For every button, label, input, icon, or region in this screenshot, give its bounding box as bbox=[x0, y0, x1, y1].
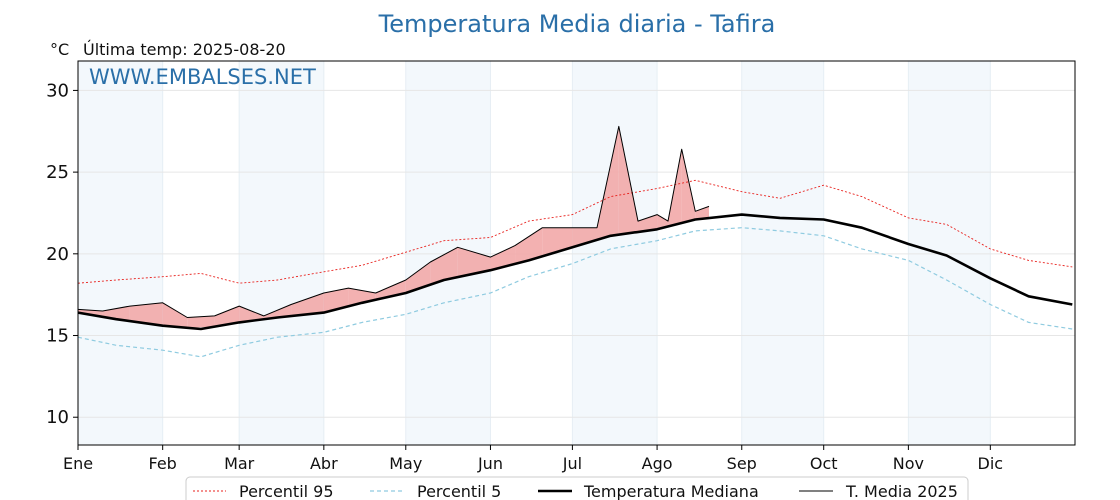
month-band-2 bbox=[239, 61, 324, 445]
month-band-6 bbox=[572, 61, 658, 445]
x-tick-label-10: Nov bbox=[893, 454, 924, 473]
chart-title: Temperatura Media diaria - Tafira bbox=[378, 10, 776, 38]
x-tick-label-11: Dic bbox=[978, 454, 1004, 473]
fill-segment-7 bbox=[239, 306, 264, 323]
fill-segment-10 bbox=[323, 288, 349, 313]
series-line-p5 bbox=[77, 227, 1073, 358]
fill-segment-22 bbox=[637, 214, 658, 232]
fill-segment-16 bbox=[490, 245, 516, 271]
x-tick-label-0: Ene bbox=[63, 454, 93, 473]
month-band-8 bbox=[741, 61, 824, 445]
fill-segment-5 bbox=[187, 315, 215, 328]
legend-label-p5: Percentil 5 bbox=[417, 482, 501, 500]
legend: Percentil 95 Percentil 5 Temperatura Med… bbox=[185, 476, 969, 500]
y-tick-label-0: 10 bbox=[46, 407, 69, 428]
last-temp-label: Última temp: 2025-08-20 bbox=[83, 40, 286, 59]
x-tick-label-1: Feb bbox=[149, 454, 177, 473]
series-line-current bbox=[77, 125, 710, 318]
legend-box bbox=[185, 476, 969, 500]
month-band-10 bbox=[908, 61, 991, 445]
x-tick-label-2: Mar bbox=[224, 454, 255, 473]
fill-segment-25 bbox=[681, 149, 696, 224]
fill-segment-23 bbox=[657, 214, 669, 230]
fill-segment-12 bbox=[375, 279, 406, 300]
series-line-p95 bbox=[77, 179, 1073, 284]
fill-segment-26 bbox=[695, 206, 709, 220]
y-axis: 10 15 20 25 30 bbox=[46, 80, 78, 428]
x-tick-label-7: Ago bbox=[642, 454, 673, 473]
x-tick-label-3: Abr bbox=[310, 454, 338, 473]
legend-label-p95: Percentil 95 bbox=[239, 482, 334, 500]
y-tick-label-1: 15 bbox=[46, 326, 69, 347]
fill-segment-19 bbox=[572, 227, 597, 248]
plot-frame bbox=[77, 60, 1076, 446]
fill-segment-14 bbox=[430, 247, 458, 285]
fill-segment-3 bbox=[129, 302, 163, 326]
month-band-0 bbox=[78, 61, 163, 445]
fill-segment-21 bbox=[618, 126, 638, 235]
y-tick-label-4: 30 bbox=[46, 80, 69, 101]
y-tick-label-3: 25 bbox=[46, 162, 69, 183]
legend-label-median: Temperatura Mediana bbox=[583, 482, 759, 500]
fill-segment-20 bbox=[596, 126, 619, 240]
fill-segment-9 bbox=[291, 293, 324, 317]
x-tick-label-6: Jul bbox=[562, 454, 582, 473]
fill-areas bbox=[78, 126, 709, 328]
y-tick-label-2: 20 bbox=[46, 244, 69, 265]
legend-label-current: T. Media 2025 bbox=[845, 482, 958, 500]
watermark: WWW.EMBALSES.NET bbox=[89, 65, 316, 89]
month-bands bbox=[78, 61, 991, 445]
fill-segment-11 bbox=[348, 288, 376, 307]
series-line-median bbox=[77, 213, 1073, 331]
fill-segment-6 bbox=[214, 306, 240, 327]
fill-segment-17 bbox=[515, 227, 543, 264]
grid bbox=[77, 61, 1075, 445]
x-tick-label-8: Sep bbox=[727, 454, 757, 473]
x-tick-label-5: Jun bbox=[477, 454, 503, 473]
fill-segment-4 bbox=[162, 302, 188, 328]
x-tick-label-4: May bbox=[389, 454, 422, 473]
unit-label: °C bbox=[50, 40, 69, 59]
x-tick-label-9: Oct bbox=[810, 454, 838, 473]
fill-segment-13 bbox=[405, 261, 431, 294]
x-axis: Ene Feb Mar Abr May Jun Jul Ago Sep Oct Nov Dic bbox=[63, 445, 1003, 473]
series-lines bbox=[77, 125, 1073, 358]
